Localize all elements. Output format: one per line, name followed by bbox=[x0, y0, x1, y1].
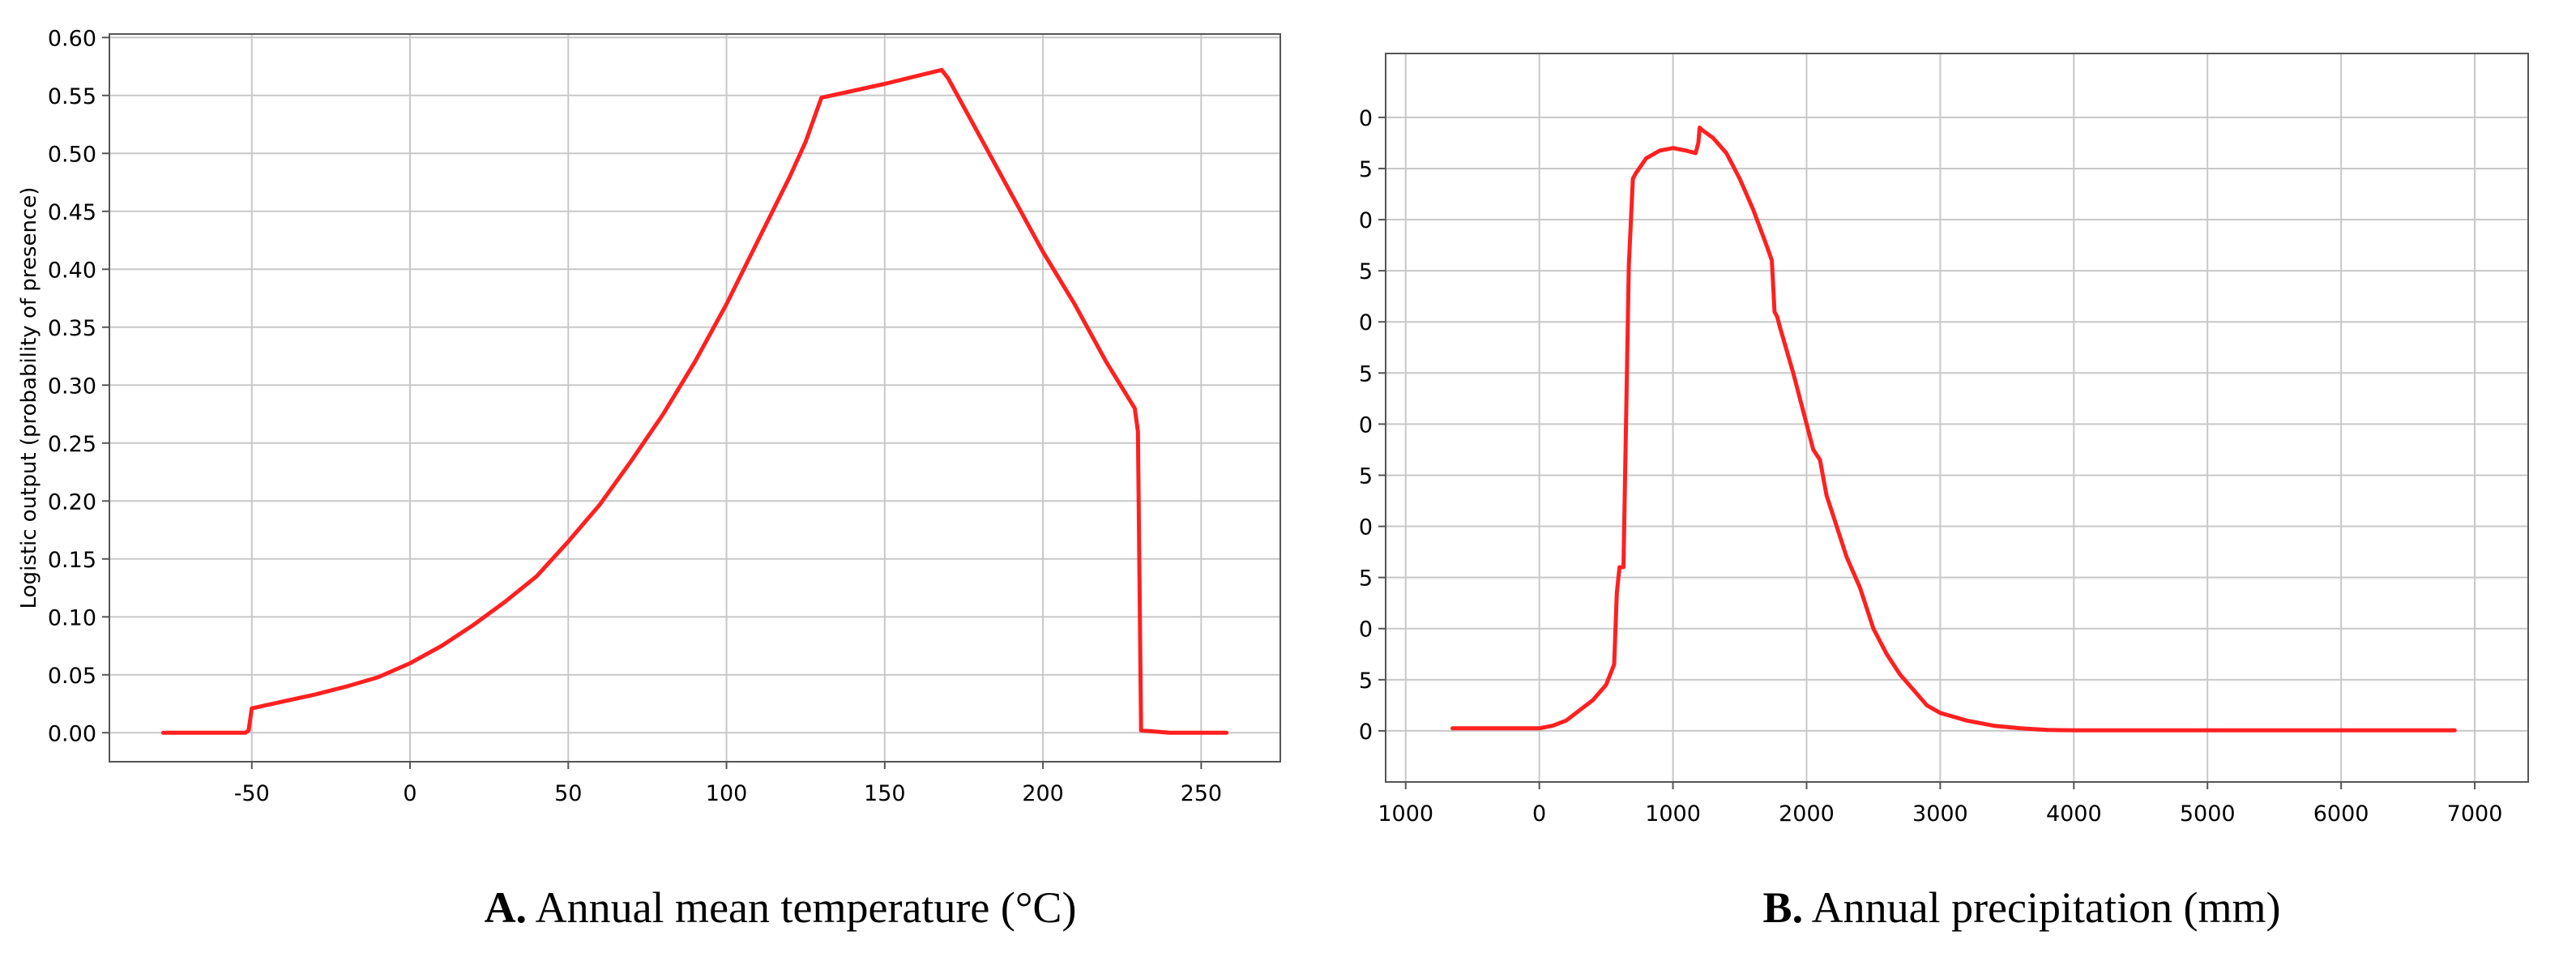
chart-b-plot-frame bbox=[1385, 53, 2529, 783]
chart-a-x-tick-label: -50 bbox=[234, 781, 270, 806]
chart-b-y-tick-labels: 0 5 0 5 0 5 0 5 0 5 0 5 0 bbox=[1359, 106, 1373, 745]
chart-b-caption: B. Annual precipitation (mm) bbox=[1763, 883, 2281, 932]
chart-a-grid bbox=[109, 34, 1280, 762]
chart-b-x-tick-label: 2000 bbox=[1779, 801, 1835, 827]
chart-b-x-tick-label: 0 bbox=[1532, 801, 1546, 827]
chart-a-y-tick-label: 0.20 bbox=[48, 489, 96, 515]
chart-b-y-tick-label: 0 bbox=[1359, 208, 1373, 233]
chart-a-x-tick-label: 250 bbox=[1181, 781, 1223, 806]
chart-a-y-tick-label: 0.55 bbox=[48, 84, 96, 109]
chart-a-x-tick-label: 100 bbox=[706, 781, 748, 806]
chart-b-x-tick-labels: 1000 0 1000 2000 3000 4000 5000 6000 7000 bbox=[1378, 801, 2502, 827]
chart-b-y-tick-label: 5 bbox=[1359, 259, 1373, 284]
chart-b-y-tick-label: 0 bbox=[1359, 617, 1373, 643]
chart-b-series-line bbox=[1450, 126, 2457, 733]
chart-b-series-group bbox=[1450, 126, 2457, 733]
chart-b-y-tick-label: 5 bbox=[1359, 361, 1373, 387]
chart-b-y-tick-label: 0 bbox=[1359, 412, 1373, 438]
chart-a-y-tick-label: 0.30 bbox=[48, 374, 96, 399]
chart-b-x-tick-label: 5000 bbox=[2180, 801, 2236, 827]
chart-a-series-group bbox=[160, 67, 1229, 735]
chart-b-x-tick-label: 1000 bbox=[1378, 801, 1433, 827]
chart-b-y-tick-label: 0 bbox=[1359, 310, 1373, 335]
chart-b-y-tick-label: 0 bbox=[1359, 720, 1373, 745]
chart-a-y-tick-label: 0.50 bbox=[48, 142, 96, 167]
chart-b-grid bbox=[1386, 53, 2528, 782]
chart-a-y-tick-label: 0.00 bbox=[48, 721, 96, 746]
chart-a-y-tick-label: 0.15 bbox=[48, 548, 96, 573]
chart-a-x-tick-label: 50 bbox=[554, 781, 582, 806]
chart-b-y-tick-label: 5 bbox=[1359, 669, 1373, 694]
chart-b-y-tick-label: 0 bbox=[1359, 515, 1373, 540]
chart-a-y-tick-label: 0.35 bbox=[48, 316, 96, 341]
chart-a-y-axis-title: Logistic output (probability of presence… bbox=[17, 187, 41, 609]
chart-a-x-tick-label: 0 bbox=[403, 781, 417, 806]
chart-a-y-tick-label: 0.25 bbox=[48, 432, 96, 457]
chart-b-x-tick-label: 7000 bbox=[2447, 801, 2503, 827]
chart-a-plot-frame bbox=[109, 33, 1281, 763]
chart-b-x-tick-label: 1000 bbox=[1645, 801, 1701, 827]
chart-a-x-tick-label: 150 bbox=[864, 781, 906, 806]
chart-b-ticks bbox=[1378, 116, 2476, 789]
chart-b-caption-text: Annual precipitation (mm) bbox=[1812, 883, 2281, 932]
chart-b-x-tick-label: 4000 bbox=[2046, 801, 2102, 827]
chart-a-y-tick-label: 0.60 bbox=[48, 26, 96, 51]
chart-b-y-tick-label: 5 bbox=[1359, 157, 1373, 182]
chart-a-y-tick-label: 0.10 bbox=[48, 605, 96, 630]
chart-b-precipitation: 0 5 0 5 0 5 0 5 0 5 0 5 0 1000 0 1000 2000 3000 4000 5000 6… bbox=[1359, 53, 2529, 932]
chart-a-series-line bbox=[160, 67, 1229, 735]
chart-a-y-tick-labels: 0.00 0.05 0.10 0.15 0.20 0.25 0.30 0.35 0.40 0.45… bbox=[48, 26, 96, 746]
chart-b-x-tick-label: 6000 bbox=[2313, 801, 2369, 827]
chart-a-panel-label: A. bbox=[485, 883, 528, 932]
chart-a-caption-text: Annual mean temperature (°C) bbox=[536, 883, 1077, 932]
chart-a-ticks bbox=[102, 36, 1203, 769]
chart-a-y-tick-label: 0.05 bbox=[48, 664, 96, 689]
chart-a-temperature: 0.00 0.05 0.10 0.15 0.20 0.25 0.30 0.35 0.40 0.45… bbox=[17, 26, 1281, 932]
chart-a-caption: A. Annual mean temperature (°C) bbox=[485, 883, 1077, 932]
chart-a-y-tick-label: 0.40 bbox=[48, 258, 96, 283]
chart-b-panel-label: B. bbox=[1763, 883, 1804, 932]
chart-b-y-tick-label: 5 bbox=[1359, 566, 1373, 592]
chart-b-y-tick-label: 0 bbox=[1359, 106, 1373, 131]
chart-a-y-tick-label: 0.45 bbox=[48, 200, 96, 225]
chart-b-x-tick-label: 3000 bbox=[1912, 801, 1968, 827]
chart-a-x-tick-label: 200 bbox=[1022, 781, 1064, 806]
chart-a-x-tick-labels: -50 0 50 100 150 200 250 bbox=[234, 781, 1222, 806]
chart-b-y-tick-label: 5 bbox=[1359, 464, 1373, 489]
